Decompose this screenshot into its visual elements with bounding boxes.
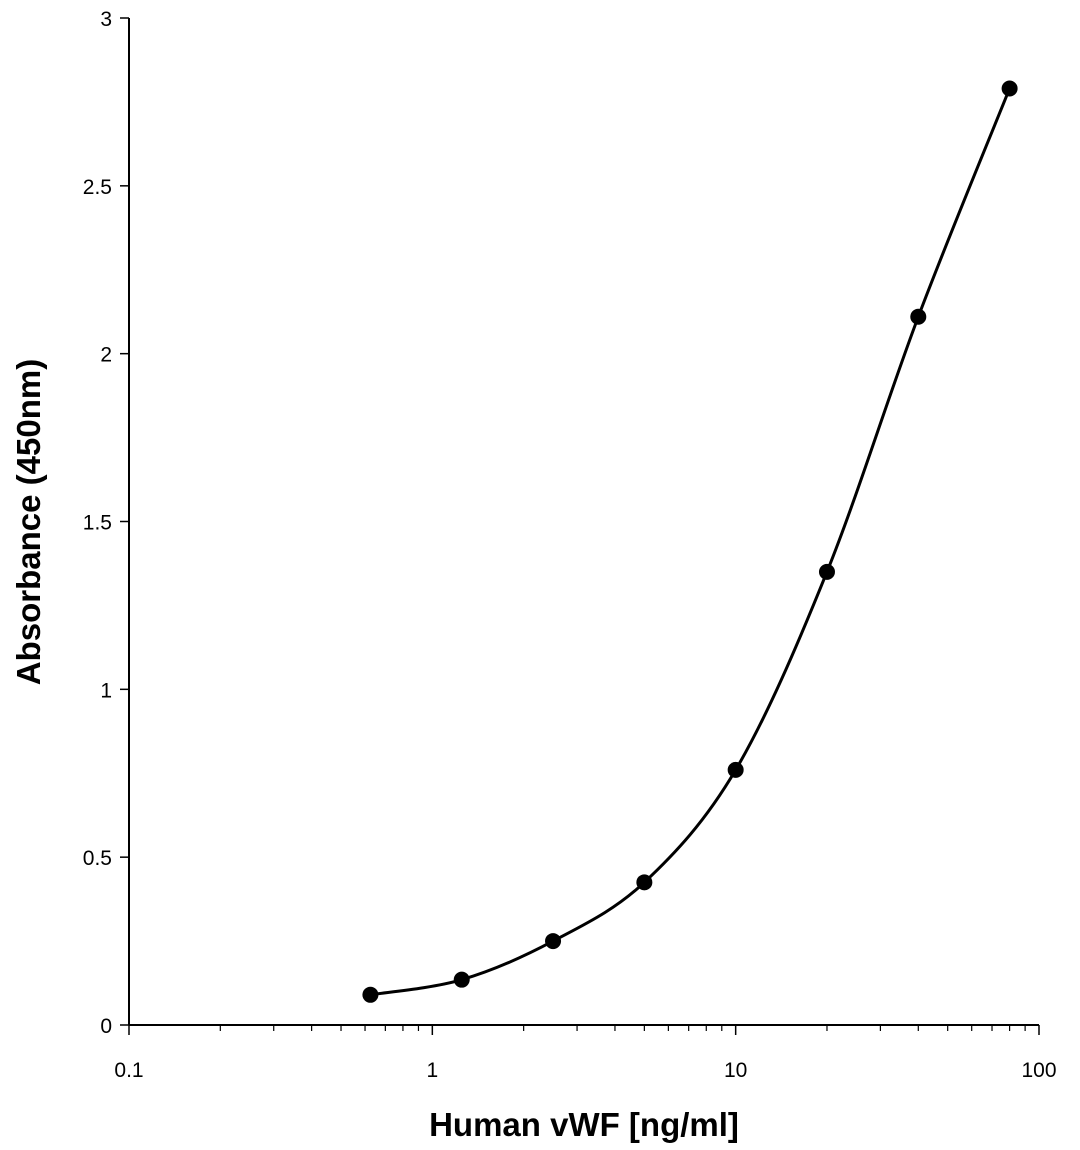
x-tick-label: 1 xyxy=(426,1059,438,1082)
x-axis-title: Human vWF [ng/ml] xyxy=(429,1106,739,1143)
y-tick-label: 0.5 xyxy=(83,847,112,870)
series-layer xyxy=(362,80,1018,1003)
data-point xyxy=(453,971,470,988)
data-point xyxy=(362,986,379,1003)
data-point xyxy=(545,933,562,950)
y-tick-label: 3 xyxy=(100,8,112,31)
y-axis-ticks: 0 0.5 1 1.5 2 2.5 3 xyxy=(83,8,129,1038)
data-point xyxy=(636,874,653,891)
y-tick-label: 1 xyxy=(100,679,112,702)
data-point xyxy=(727,761,744,778)
series-line xyxy=(370,87,1011,997)
x-axis-ticks: 0.1 1 10 100 xyxy=(114,1025,1057,1082)
y-axis-title: Absorbance (450nm) xyxy=(10,359,47,685)
data-point xyxy=(818,563,835,580)
y-tick-label: 0 xyxy=(100,1015,112,1038)
plot-area: 0 0.5 1 1.5 2 2.5 3 0.1 1 10 100 xyxy=(83,8,1057,1082)
x-tick-label: 100 xyxy=(1021,1059,1056,1082)
y-tick-label: 2 xyxy=(100,344,112,367)
x-tick-label: 10 xyxy=(724,1059,747,1082)
x-tick-label: 0.1 xyxy=(114,1059,143,1082)
y-tick-label: 1.5 xyxy=(83,512,112,535)
data-point xyxy=(910,308,927,325)
data-point xyxy=(1001,80,1018,97)
y-tick-label: 2.5 xyxy=(83,176,112,199)
